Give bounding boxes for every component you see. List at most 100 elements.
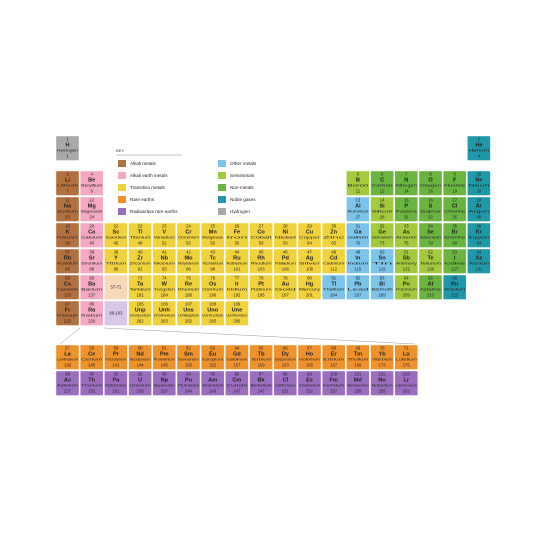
atomic-number: 92 bbox=[138, 372, 143, 377]
element-name: Mercury bbox=[299, 287, 321, 291]
element-name: Scandium bbox=[105, 235, 126, 239]
atomic-number: 51 bbox=[404, 250, 409, 255]
atomic-mass: 20 bbox=[477, 189, 482, 194]
atomic-number: 20 bbox=[89, 224, 94, 229]
key-label: Semimetals bbox=[230, 173, 255, 178]
element-name: Chromium bbox=[178, 235, 199, 239]
element-box bbox=[55, 300, 80, 326]
element-name: Americium bbox=[202, 383, 223, 387]
element-symbol: No bbox=[378, 377, 386, 383]
element-box bbox=[297, 370, 322, 396]
atomic-mass: 122 bbox=[403, 267, 411, 272]
element-box bbox=[104, 370, 128, 396]
atomic-number: 93 bbox=[162, 372, 167, 377]
atomic-number: 81 bbox=[331, 276, 336, 281]
element-name: Californium bbox=[275, 383, 296, 387]
element-symbol: Zr bbox=[137, 255, 143, 261]
key-label: Alkali earth metals bbox=[130, 173, 168, 178]
atomic-number: 36 bbox=[477, 224, 482, 229]
atomic-number: 32 bbox=[380, 224, 385, 229]
atomic-number: 29 bbox=[307, 224, 312, 229]
element-box bbox=[394, 344, 418, 370]
element-box bbox=[200, 300, 225, 326]
atomic-mass: 85 bbox=[65, 267, 70, 272]
atomic-number: 95 bbox=[210, 372, 215, 377]
element-box bbox=[104, 248, 128, 274]
atomic-number: 35 bbox=[452, 224, 457, 229]
key-swatch bbox=[118, 208, 126, 215]
element-symbol: K bbox=[65, 229, 69, 235]
element-box bbox=[418, 222, 443, 248]
atomic-mass: 201 bbox=[306, 293, 314, 298]
atomic-mass: 262 bbox=[137, 319, 145, 324]
element-box bbox=[55, 196, 80, 222]
element-box bbox=[443, 170, 467, 196]
key-swatch bbox=[218, 172, 226, 179]
atomic-mass: 262 bbox=[403, 389, 411, 394]
element-symbol: Ac bbox=[64, 377, 71, 383]
element-name: Rhenium bbox=[178, 287, 199, 291]
element-symbol: Md bbox=[354, 377, 363, 383]
atomic-number: 25 bbox=[210, 224, 215, 229]
atomic-number: 100 bbox=[330, 372, 338, 377]
element-symbol: I bbox=[454, 255, 456, 261]
element-box bbox=[79, 248, 104, 274]
element-name: Ytterbium bbox=[372, 357, 393, 361]
element-name: Curium bbox=[226, 383, 247, 387]
atomic-mass: 91 bbox=[138, 267, 143, 272]
element-box bbox=[128, 274, 152, 300]
atomic-mass: 262 bbox=[185, 319, 193, 324]
element-symbol: Pu bbox=[185, 377, 193, 383]
atomic-number: 34 bbox=[428, 224, 433, 229]
element-name: Yttrium bbox=[105, 261, 126, 265]
element-box bbox=[249, 370, 273, 396]
element-box bbox=[200, 248, 225, 274]
atomic-mass: 226 bbox=[88, 319, 96, 324]
element-box bbox=[104, 222, 128, 248]
element-name: Polonium bbox=[396, 287, 417, 291]
element-box bbox=[346, 196, 370, 222]
atomic-mass: 144 bbox=[137, 363, 145, 368]
element-name: Silicon bbox=[372, 209, 393, 213]
element-box bbox=[249, 274, 273, 300]
key-label: Rare earths bbox=[130, 197, 155, 202]
element-symbol: Hg bbox=[306, 281, 314, 287]
element-symbol: Nb bbox=[161, 255, 169, 261]
atomic-number: 15 bbox=[404, 198, 409, 203]
element-box bbox=[346, 222, 370, 248]
element-box bbox=[322, 222, 346, 248]
key-label: Other metals bbox=[230, 161, 257, 166]
atomic-mass: 195 bbox=[258, 293, 266, 298]
element-box bbox=[55, 170, 80, 196]
atomic-number: 74 bbox=[162, 276, 167, 281]
atomic-mass: 223 bbox=[64, 319, 72, 324]
atomic-number: 66 bbox=[283, 346, 288, 351]
element-symbol: Cm bbox=[232, 377, 241, 383]
element-name: Iron bbox=[226, 235, 247, 239]
atomic-mass: 88 bbox=[89, 267, 94, 272]
element-symbol: Lu bbox=[403, 351, 410, 357]
atomic-number: 18 bbox=[477, 198, 482, 203]
element-symbol: Cs bbox=[64, 281, 71, 287]
element-box bbox=[79, 344, 104, 370]
atomic-mass: 131 bbox=[475, 267, 483, 272]
element-name: Barium bbox=[81, 287, 102, 291]
atomic-mass: 12 bbox=[380, 189, 385, 194]
